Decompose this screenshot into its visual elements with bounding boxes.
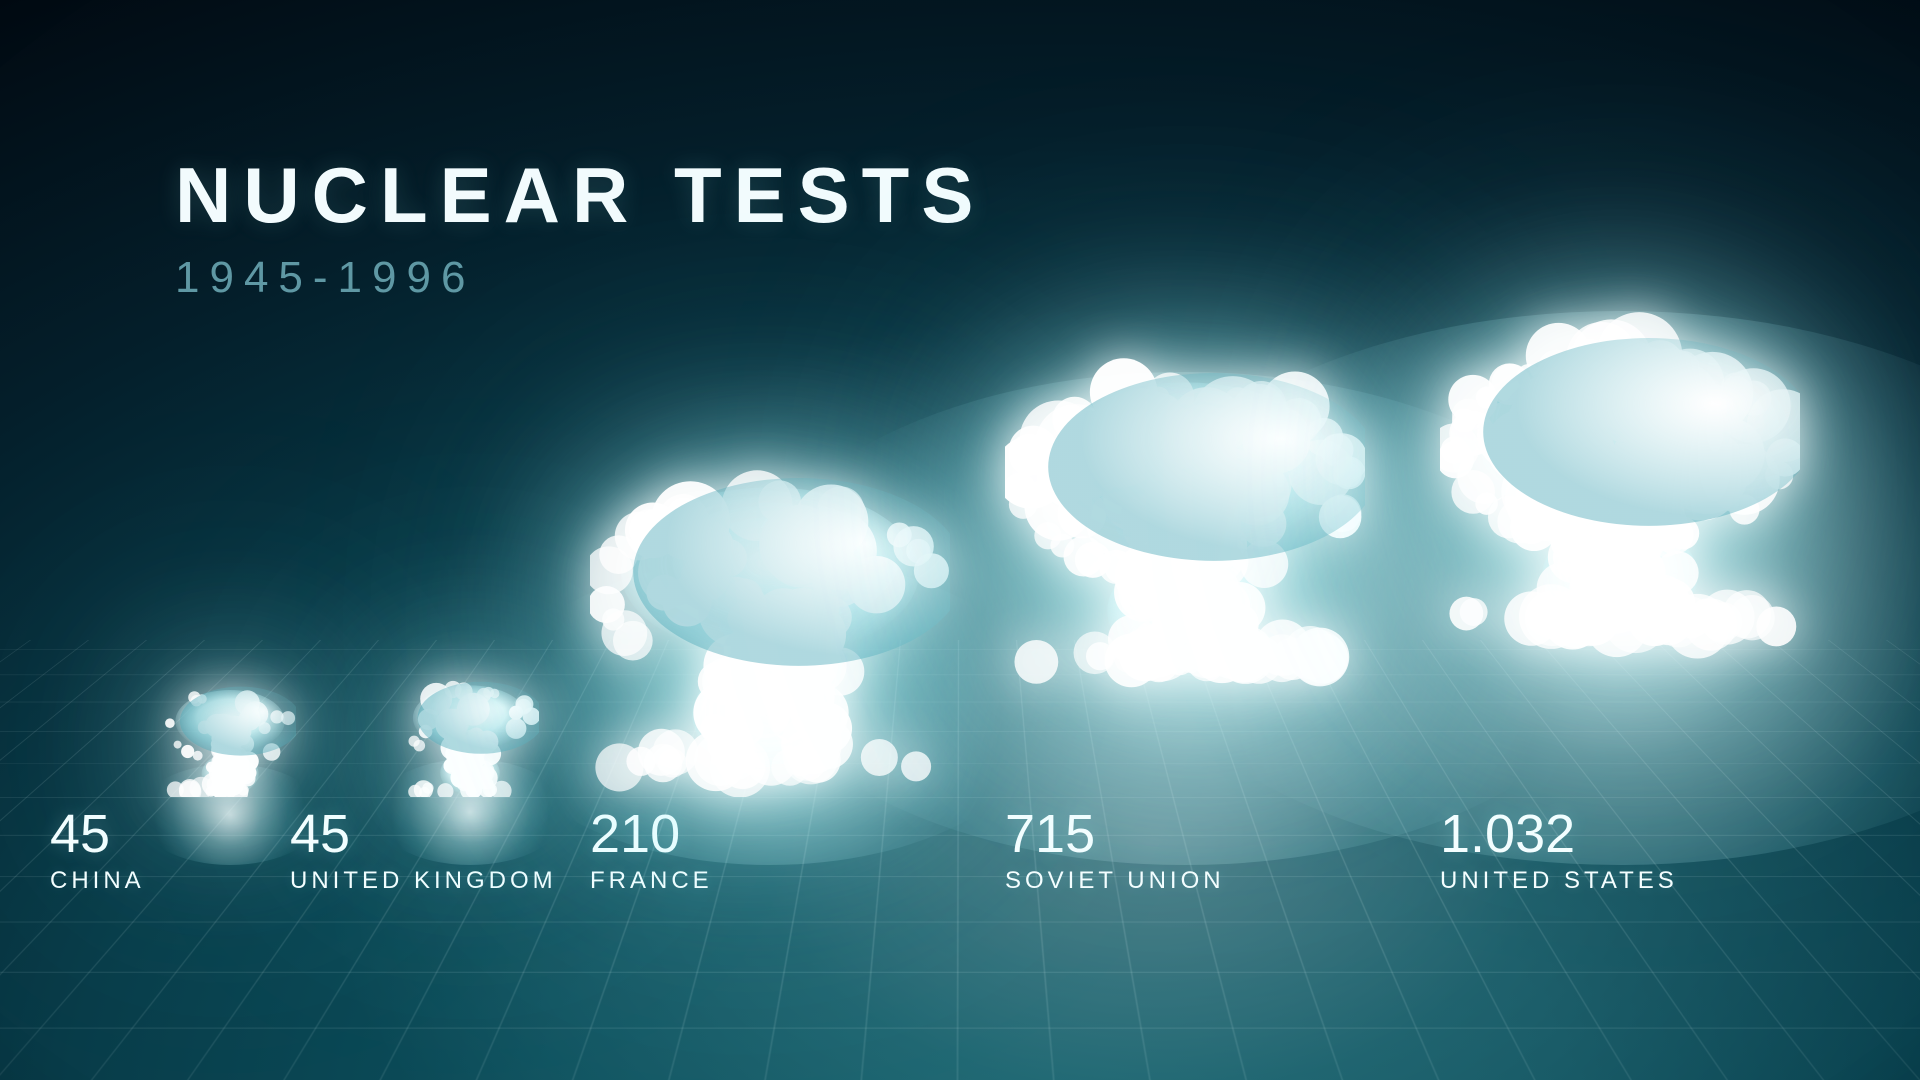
mushroom-cloud-icon	[1005, 237, 1365, 797]
item-value: 715	[1005, 807, 1365, 861]
subtitle-years: 1945-1996	[175, 253, 985, 303]
data-item: 1.032 UNITED STATES	[1440, 167, 1800, 895]
header-block: NUCLEAR TESTS 1945-1996	[175, 150, 985, 303]
item-label: UNITED STATES	[1440, 867, 1800, 895]
mushroom-cloud-icon	[1440, 167, 1800, 797]
data-item: 715 SOVIET UNION	[1005, 237, 1365, 895]
item-label: FRANCE	[590, 867, 950, 895]
item-value: 210	[590, 807, 950, 861]
infographic-stage: NUCLEAR TESTS 1945-1996 45CHINA 45UNITE	[0, 0, 1920, 1080]
data-item: 210 FRANCE	[590, 447, 950, 895]
main-title: NUCLEAR TESTS	[175, 150, 985, 241]
mushroom-cloud-icon	[590, 447, 950, 797]
item-label: SOVIET UNION	[1005, 867, 1365, 895]
item-value: 1.032	[1440, 807, 1800, 861]
